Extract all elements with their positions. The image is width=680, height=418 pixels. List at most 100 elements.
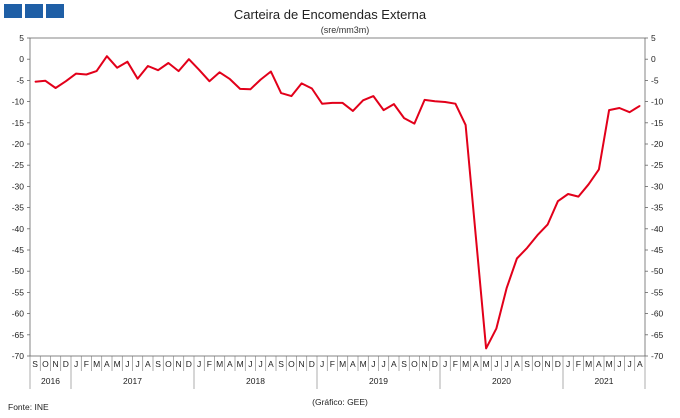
month-label: M <box>237 359 244 369</box>
y-tick-label-left: -45 <box>12 245 25 255</box>
data-point <box>475 236 477 238</box>
data-point <box>516 257 518 260</box>
month-label: O <box>288 359 295 369</box>
data-point <box>639 105 641 107</box>
month-label: J <box>494 359 498 369</box>
month-label: D <box>63 359 69 369</box>
ine-logo <box>4 4 64 18</box>
month-label: S <box>524 359 530 369</box>
chart-subtitle: (sre/mm3m) <box>321 25 370 35</box>
y-tick-label-left: 0 <box>19 54 24 64</box>
month-label: N <box>545 359 551 369</box>
month-label: A <box>145 359 151 369</box>
data-point <box>598 168 600 170</box>
y-tick-label-right: -20 <box>651 139 664 149</box>
month-label: M <box>585 359 592 369</box>
y-tick-label-left: -70 <box>12 351 25 361</box>
month-label: A <box>514 359 520 369</box>
data-point <box>178 70 180 72</box>
month-label: J <box>382 359 386 369</box>
month-label: N <box>176 359 182 369</box>
month-label: F <box>207 359 212 369</box>
month-label: N <box>53 359 59 369</box>
data-point <box>352 110 354 112</box>
data-point <box>65 80 67 82</box>
month-label: J <box>248 359 252 369</box>
month-label: S <box>278 359 284 369</box>
data-point <box>372 95 374 97</box>
y-tick-label-right: -45 <box>651 245 664 255</box>
data-point <box>454 103 456 105</box>
logo-square-icon <box>25 4 43 18</box>
logo-square-icon <box>4 4 22 18</box>
data-point <box>629 111 631 113</box>
data-point <box>618 107 621 109</box>
month-label: J <box>259 359 263 369</box>
data-point <box>219 71 221 73</box>
month-label: D <box>432 359 438 369</box>
y-tick-label-left: -30 <box>12 181 25 191</box>
data-point <box>444 101 446 103</box>
month-label: J <box>443 359 447 369</box>
y-tick-label-left: -65 <box>12 330 25 340</box>
month-label: M <box>360 359 367 369</box>
month-label: O <box>411 359 418 369</box>
data-point <box>403 117 405 119</box>
month-label: M <box>462 359 469 369</box>
month-label: F <box>84 359 89 369</box>
y-tick-label-right: -60 <box>651 309 664 319</box>
data-point <box>434 100 436 102</box>
data-point <box>126 61 128 63</box>
month-label: S <box>155 359 161 369</box>
data-point <box>260 79 262 81</box>
y-tick-label-right: -70 <box>651 351 664 361</box>
data-point <box>198 69 200 71</box>
month-label: J <box>371 359 375 369</box>
data-point <box>577 196 580 198</box>
data-point <box>157 69 159 71</box>
y-tick-label-left: -40 <box>12 224 25 234</box>
y-tick-label-left: -10 <box>12 97 25 107</box>
data-point <box>301 82 303 84</box>
data-point <box>321 103 323 105</box>
data-point <box>506 287 508 289</box>
month-label: M <box>483 359 490 369</box>
data-point <box>106 55 108 57</box>
y-tick-label-left: -60 <box>12 309 25 319</box>
month-label: A <box>350 359 356 369</box>
data-point <box>413 123 415 125</box>
data-point <box>188 58 190 60</box>
month-label: N <box>422 359 428 369</box>
year-label: 2018 <box>246 376 265 386</box>
y-tick-label-left: -35 <box>12 203 25 213</box>
data-point <box>280 92 282 94</box>
month-label: F <box>576 359 581 369</box>
data-point <box>495 327 497 329</box>
month-label: S <box>32 359 38 369</box>
data-point <box>85 73 87 76</box>
data-point <box>147 65 149 67</box>
data-point <box>342 102 344 104</box>
month-label: A <box>473 359 479 369</box>
year-label: 2017 <box>123 376 142 386</box>
y-tick-label-right: -65 <box>651 330 664 340</box>
data-point <box>167 62 169 64</box>
y-tick-label-right: -55 <box>651 287 664 297</box>
data-point <box>311 87 313 90</box>
data-point <box>608 109 610 111</box>
data-point <box>393 103 395 105</box>
month-label: O <box>42 359 49 369</box>
year-label: 2020 <box>492 376 511 386</box>
data-point <box>465 124 467 126</box>
y-tick-label-left: -50 <box>12 266 25 276</box>
month-label: A <box>391 359 397 369</box>
month-label: D <box>555 359 561 369</box>
data-point <box>536 234 539 236</box>
axes-layer: 5 5 0 0 -5 -5 -10 -10 -15 -15 -20 -20 -25 -25 -30 -30 -3… <box>12 33 664 361</box>
month-label: N <box>299 359 305 369</box>
data-point <box>557 200 559 202</box>
series-layer <box>34 55 641 350</box>
data-point <box>567 193 569 195</box>
month-label: M <box>606 359 613 369</box>
